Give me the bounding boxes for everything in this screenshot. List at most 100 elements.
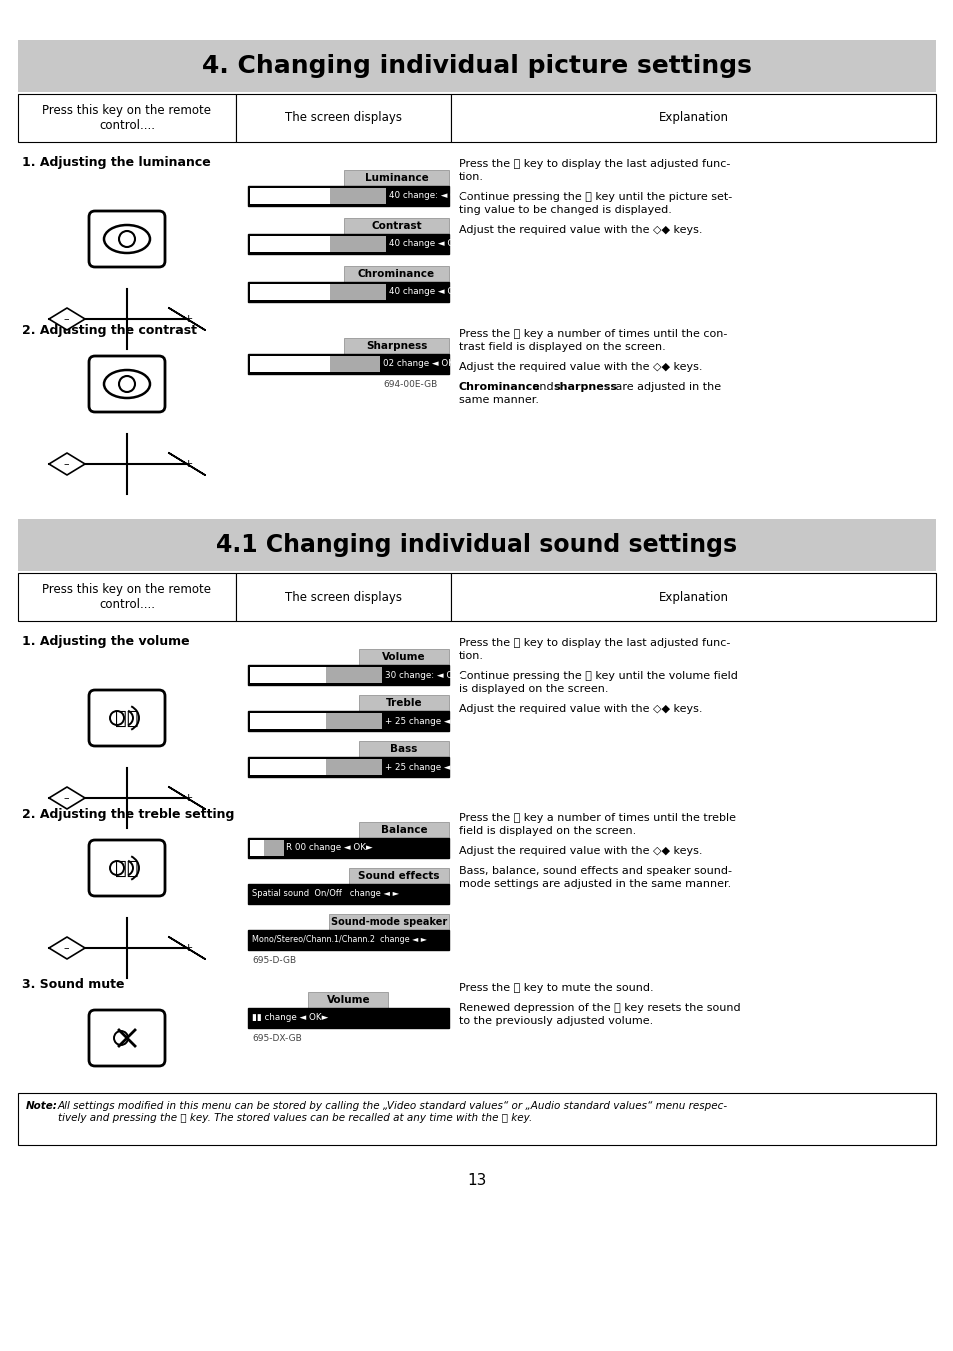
Bar [330,357,379,372]
Text: 695-D-GB: 695-D-GB [252,957,295,965]
Text: 40 change ◄ OK►: 40 change ◄ OK► [389,239,466,249]
Text: +: + [183,313,193,324]
Bar [248,884,449,904]
Text: Press the ⒪ key to display the last adjusted func-: Press the ⒪ key to display the last adju… [458,638,730,648]
Text: 1. Adjusting the luminance: 1. Adjusting the luminance [22,155,211,169]
Text: +: + [183,943,193,952]
Text: 694-00E-GB: 694-00E-GB [382,380,436,389]
FancyBboxPatch shape [89,690,165,746]
Text: ⦿⦿: ⦿⦿ [115,858,138,878]
Bar [235,573,451,621]
Text: Adjust the required value with the ◇◆ keys.: Adjust the required value with the ◇◆ ke… [458,362,701,372]
Text: to the previously adjusted volume.: to the previously adjusted volume. [458,1016,653,1025]
Bar [329,915,449,929]
Bar [326,713,381,730]
Text: + 25 change ◄ OK►: + 25 change ◄ OK► [385,762,473,771]
Text: 4.1 Changing individual sound settings: 4.1 Changing individual sound settings [216,534,737,557]
Text: +: + [183,459,193,469]
Bar [250,188,330,204]
Bar [330,284,386,300]
Bar [344,338,449,354]
Text: and: and [529,382,557,392]
Polygon shape [169,938,205,959]
Text: The screen displays: The screen displays [285,112,401,124]
Text: 2. Adjusting the treble setting: 2. Adjusting the treble setting [22,808,234,821]
Bar [18,95,235,142]
Polygon shape [169,308,205,330]
Bar [308,992,388,1008]
Bar [18,573,235,621]
Bar [248,665,449,685]
Text: 40 change ◄ OK►: 40 change ◄ OK► [389,288,466,296]
Bar [358,740,449,757]
FancyBboxPatch shape [89,357,165,412]
Bar [349,867,449,884]
Text: 695-DX-GB: 695-DX-GB [252,1034,301,1043]
Bar [250,236,330,253]
Bar [248,929,449,950]
Bar [250,759,326,775]
Bar [344,218,449,234]
Text: Note:: Note: [26,1101,58,1111]
Text: Press the ⒪ key to display the last adjusted func-: Press the ⒪ key to display the last adju… [458,159,730,169]
Text: Luminance: Luminance [364,173,428,182]
Text: ▮▮ change ◄ OK►: ▮▮ change ◄ OK► [252,1013,328,1023]
Bar [248,234,449,254]
Text: Renewed depression of the ⒪ key resets the sound: Renewed depression of the ⒪ key resets t… [458,1002,740,1013]
Bar [264,840,284,857]
Text: Balance: Balance [380,825,427,835]
Text: Mono/Stereo/Chann.1/Chann.2  change ◄ ►: Mono/Stereo/Chann.1/Chann.2 change ◄ ► [252,935,426,944]
Text: is displayed on the screen.: is displayed on the screen. [458,684,608,694]
Text: Volume: Volume [326,994,370,1005]
Bar [248,838,449,858]
Bar [250,284,330,300]
Text: mode settings are adjusted in the same manner.: mode settings are adjusted in the same m… [458,880,731,889]
Text: 4. Changing individual picture settings: 4. Changing individual picture settings [202,54,751,78]
Polygon shape [169,788,205,809]
Bar [250,357,330,372]
Bar [18,1093,935,1146]
Text: 02 change ◄ OK►: 02 change ◄ OK► [382,359,460,369]
Text: Volume: Volume [382,653,425,662]
Text: –: – [63,793,69,802]
Text: tion.: tion. [458,172,483,182]
Bar [248,1008,449,1028]
Text: Press this key on the remote
control....: Press this key on the remote control.... [43,104,212,132]
Bar [248,186,449,205]
Text: + 25 change ◄ OK►: + 25 change ◄ OK► [385,716,473,725]
Polygon shape [169,453,205,476]
Text: –: – [63,313,69,324]
FancyBboxPatch shape [89,211,165,267]
Bar [344,170,449,186]
Text: –: – [63,459,69,469]
Text: 40 change: ◄ OK►: 40 change: ◄ OK► [389,192,469,200]
Text: 30 change: ◄ OK►: 30 change: ◄ OK► [385,670,465,680]
Text: R 00 change ◄ OK►: R 00 change ◄ OK► [286,843,373,852]
Text: 1. Adjusting the volume: 1. Adjusting the volume [22,635,190,648]
Text: Chrominance: Chrominance [357,269,435,280]
Text: Bass: Bass [390,744,417,754]
Bar [250,713,326,730]
Bar [248,282,449,303]
Text: –: – [63,943,69,952]
Text: 13: 13 [467,1173,486,1188]
Text: Treble: Treble [385,698,422,708]
Bar [250,840,264,857]
Text: are adjusted in the: are adjusted in the [612,382,720,392]
FancyBboxPatch shape [89,1011,165,1066]
Text: Press the ⒪ key a number of times until the treble: Press the ⒪ key a number of times until … [458,813,735,823]
Polygon shape [49,938,85,959]
Text: sharpness: sharpness [553,382,617,392]
Text: field is displayed on the screen.: field is displayed on the screen. [458,825,636,836]
Bar [330,188,386,204]
Text: 3. Sound mute: 3. Sound mute [22,978,125,992]
Text: Chrominance: Chrominance [458,382,540,392]
Text: Sharpness: Sharpness [365,340,427,351]
Text: Press this key on the remote
control....: Press this key on the remote control.... [43,584,212,611]
Bar [326,759,381,775]
Text: trast field is displayed on the screen.: trast field is displayed on the screen. [458,342,665,353]
Bar [330,236,386,253]
Bar [248,354,449,374]
Bar [358,648,449,665]
Bar [358,694,449,711]
